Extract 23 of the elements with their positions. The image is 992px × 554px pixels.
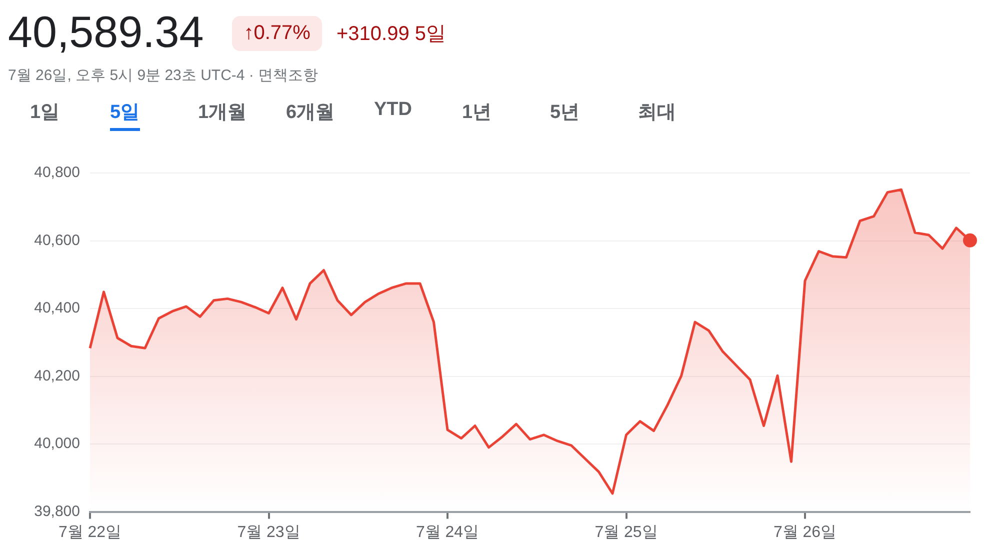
x-tick-label: 7월 25일	[594, 524, 658, 541]
text: 7월 26일, 오후 5시 9분 23초 UTC-4 · 면책조항	[8, 66, 320, 85]
y-tick-label: 40,800	[34, 164, 80, 182]
text: +310.99 5일	[336, 22, 446, 46]
text: 1일	[30, 102, 60, 125]
text: 1개월	[198, 102, 247, 125]
y-tick-label: 40,600	[34, 232, 80, 249]
text: 5일	[110, 102, 140, 131]
y-tick-label: 40,400	[34, 300, 80, 317]
y-tick-label: 40,200	[34, 367, 80, 384]
y-tick-label: 39,800	[34, 502, 80, 520]
y-tick-label: 40,000	[34, 435, 80, 452]
chart-title: 40,589.34	[8, 8, 204, 58]
x-tick-label: 7월 24일	[416, 524, 480, 541]
text: 6개월	[286, 102, 335, 125]
text: YTD	[374, 99, 412, 122]
x-tick-label: 7월 26일	[773, 524, 837, 541]
text: ↑0.77%	[232, 16, 322, 50]
text: 5년	[550, 102, 580, 125]
x-tick-label: 7월 23일	[237, 524, 300, 541]
text: 최대	[638, 102, 676, 125]
x-tick-label: 7월 22일	[58, 524, 122, 541]
text: 1년	[462, 102, 492, 125]
